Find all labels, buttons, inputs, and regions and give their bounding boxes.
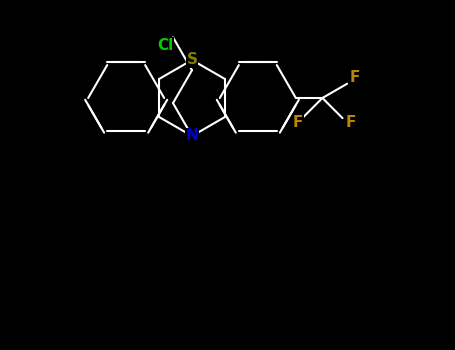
Text: S: S [187, 52, 197, 68]
Text: F: F [350, 70, 360, 85]
Text: F: F [345, 115, 356, 130]
Text: N: N [186, 128, 198, 143]
Text: Cl: Cl [157, 38, 173, 53]
Text: F: F [293, 115, 303, 130]
